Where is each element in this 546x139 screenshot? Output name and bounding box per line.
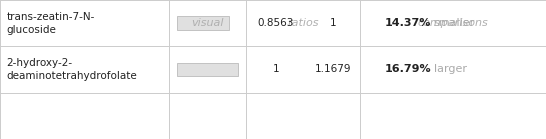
- Text: ratios: ratios: [287, 18, 319, 28]
- Text: 0.8563: 0.8563: [258, 18, 294, 28]
- Bar: [177, 63, 238, 76]
- Bar: [177, 16, 229, 30]
- Text: 2-hydroxy-2-
deaminotetrahydrofolate: 2-hydroxy-2- deaminotetrahydrofolate: [7, 58, 137, 81]
- Text: 1.1679: 1.1679: [315, 64, 351, 75]
- Text: visual: visual: [191, 18, 224, 28]
- Text: comparisons: comparisons: [418, 18, 489, 28]
- Text: 1: 1: [272, 64, 279, 75]
- Text: 1: 1: [330, 18, 336, 28]
- Text: 14.37%: 14.37%: [384, 18, 431, 28]
- Text: 16.79%: 16.79%: [384, 64, 431, 75]
- Text: larger: larger: [434, 64, 467, 75]
- Text: trans-zeatin-7-N-
glucoside: trans-zeatin-7-N- glucoside: [7, 12, 95, 35]
- Text: smaller: smaller: [434, 18, 475, 28]
